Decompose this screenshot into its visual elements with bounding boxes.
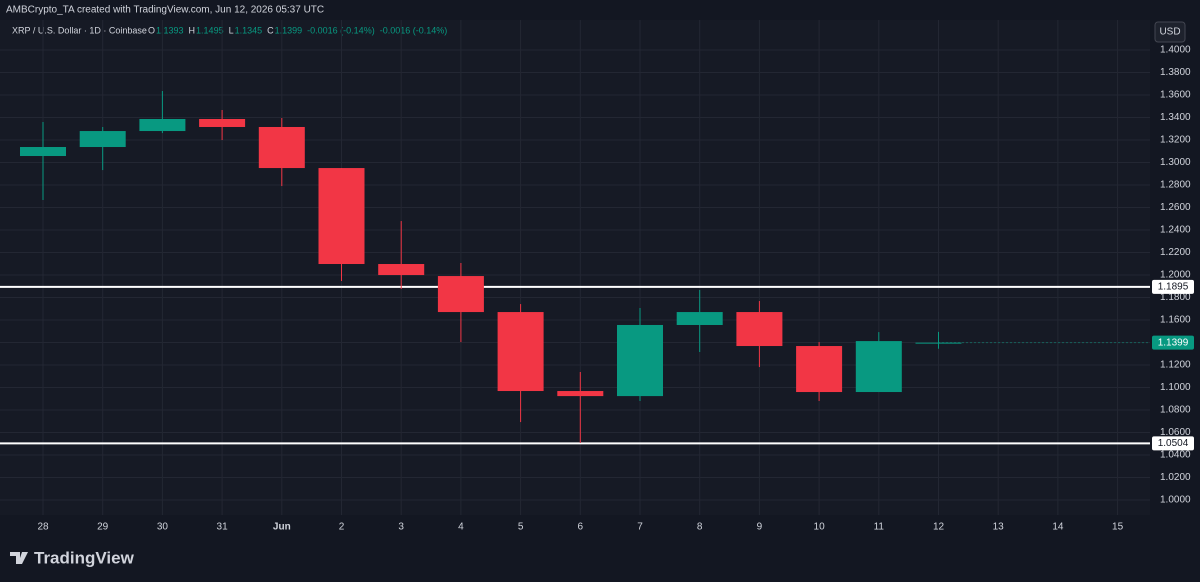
candle-body — [617, 324, 663, 397]
last-price-box — [1152, 335, 1194, 350]
chart-title: XRP / U.S. Dollar · 1D · Coinbase — [12, 25, 147, 35]
ohlc-legend: O 1.1393 H 1.1495 L 1.1345 C 1.1399 -0.0016 (-0.… — [148, 25, 447, 35]
currency-box — [1154, 21, 1186, 43]
ohlc-value: 1.1345 — [235, 25, 263, 35]
y-tick-label: 1.2000 — [1160, 270, 1191, 281]
candle-body — [139, 119, 186, 132]
candle-body — [557, 391, 604, 397]
plot-area — [0, 20, 1150, 515]
level-label: 1.1895 — [1158, 281, 1189, 292]
candle-body — [796, 346, 843, 393]
x-tick-label: 2 — [339, 522, 345, 533]
y-tick-label: 1.1600 — [1160, 315, 1191, 326]
y-tick-label: 1.2600 — [1160, 202, 1191, 213]
y-tick-label: 1.0400 — [1160, 450, 1191, 461]
candle-body — [736, 312, 783, 347]
x-tick-label: 6 — [578, 522, 584, 533]
y-tick-label: 1.1000 — [1160, 382, 1191, 393]
x-tick-label: 9 — [757, 522, 763, 533]
change: -0.0016 (-0.14%) — [307, 25, 375, 35]
y-tick-label: 1.3600 — [1160, 90, 1191, 101]
y-tick-label: 1.2200 — [1160, 247, 1191, 258]
candle-body — [199, 119, 246, 127]
last-price-label: 1.1399 — [1158, 337, 1189, 348]
x-tick-label: 15 — [1112, 522, 1124, 533]
level-label: 1.0504 — [1158, 438, 1189, 449]
x-tick-label: 4 — [458, 522, 464, 533]
x-tick-label: 28 — [37, 522, 49, 533]
level-label-box — [1152, 279, 1194, 294]
level-label-box — [1152, 436, 1194, 451]
ohlc-key: C — [267, 25, 274, 35]
ohlc-value: 1.1495 — [196, 25, 224, 35]
y-tick-label: 1.0000 — [1160, 495, 1191, 506]
ohlc-key: O — [148, 25, 155, 35]
x-tick-label: 29 — [97, 522, 109, 533]
y-tick-label: 1.3000 — [1160, 157, 1191, 168]
ohlc-key: L — [229, 25, 234, 35]
x-tick-label: 13 — [993, 522, 1005, 533]
candle-body — [437, 276, 484, 313]
x-tick-label: 5 — [518, 522, 524, 533]
x-tick-label: 11 — [874, 522, 885, 533]
candle-body — [20, 147, 66, 157]
y-tick-label: 1.2400 — [1160, 225, 1191, 236]
x-tick-label: 10 — [814, 522, 826, 533]
candle-body — [676, 312, 723, 325]
x-tick-label: 7 — [637, 522, 643, 533]
y-tick-label: 1.4000 — [1160, 45, 1191, 56]
logo: TradingView — [10, 548, 135, 567]
x-tick-label: 3 — [398, 522, 404, 533]
candle-body — [318, 168, 365, 265]
x-tick-label: 12 — [933, 522, 945, 533]
y-tick-label: 1.2800 — [1160, 180, 1191, 191]
y-tick-label: 1.1200 — [1160, 360, 1191, 371]
y-tick-label: 1.0600 — [1160, 427, 1191, 438]
currency: USD — [1159, 27, 1180, 38]
x-tick-label: 31 — [217, 522, 229, 533]
change: -0.0016 (-0.14%) — [380, 25, 448, 35]
y-tick-label: 1.1800 — [1160, 292, 1191, 303]
y-tick-label: 1.3400 — [1160, 112, 1191, 123]
logo-text: TradingView — [34, 548, 135, 567]
ohlc-key: H — [189, 25, 196, 35]
x-tick-label: 30 — [157, 522, 169, 533]
attribution: AMBCrypto_TA created with TradingView.co… — [6, 5, 324, 16]
candle-body — [497, 312, 544, 392]
candle-body — [855, 341, 902, 393]
x-tick-label: Jun — [273, 522, 291, 533]
ohlc-value: 1.1399 — [275, 25, 303, 35]
ohlc-value: 1.1393 — [156, 25, 184, 35]
candle-body — [79, 131, 126, 148]
candle-body — [378, 264, 425, 276]
x-tick-label: 8 — [697, 522, 703, 533]
candle-body — [258, 126, 305, 169]
y-tick-label: 1.0200 — [1160, 472, 1191, 483]
x-tick-label: 14 — [1052, 522, 1064, 533]
y-tick-label: 1.3200 — [1160, 135, 1191, 146]
y-tick-label: 1.0800 — [1160, 405, 1191, 416]
y-tick-label: 1.3800 — [1160, 67, 1191, 78]
